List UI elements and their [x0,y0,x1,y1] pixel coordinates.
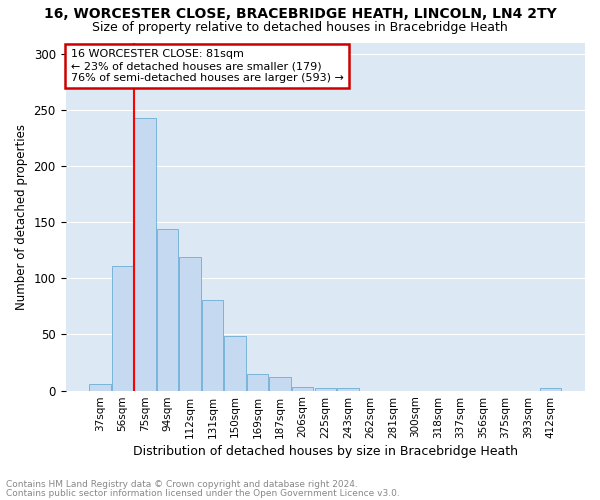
Bar [540,388,562,390]
Bar [247,374,268,390]
Bar [112,266,133,390]
Bar [314,388,336,390]
Bar [202,300,223,390]
Bar [179,257,201,390]
Bar [224,336,246,390]
Text: Contains HM Land Registry data © Crown copyright and database right 2024.: Contains HM Land Registry data © Crown c… [6,480,358,489]
Bar [157,229,178,390]
Bar [337,388,359,390]
Bar [292,387,313,390]
Bar [89,384,110,390]
Text: 16 WORCESTER CLOSE: 81sqm
← 23% of detached houses are smaller (179)
76% of semi: 16 WORCESTER CLOSE: 81sqm ← 23% of detac… [71,50,344,82]
Y-axis label: Number of detached properties: Number of detached properties [15,124,28,310]
Bar [269,377,291,390]
Text: Contains public sector information licensed under the Open Government Licence v3: Contains public sector information licen… [6,489,400,498]
X-axis label: Distribution of detached houses by size in Bracebridge Heath: Distribution of detached houses by size … [133,444,518,458]
Bar [134,118,155,390]
Text: 16, WORCESTER CLOSE, BRACEBRIDGE HEATH, LINCOLN, LN4 2TY: 16, WORCESTER CLOSE, BRACEBRIDGE HEATH, … [44,8,556,22]
Text: Size of property relative to detached houses in Bracebridge Heath: Size of property relative to detached ho… [92,21,508,34]
